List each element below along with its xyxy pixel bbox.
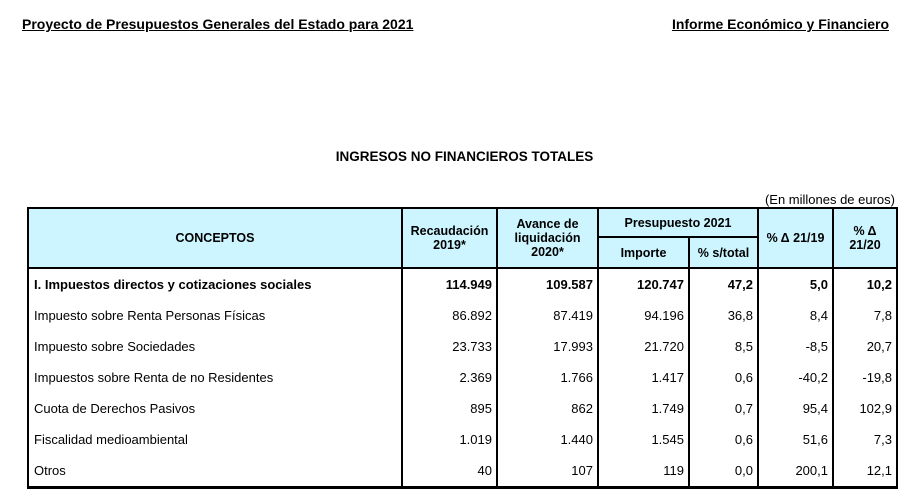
avance-cell: 87.419	[496, 300, 599, 331]
table-row: Fiscalidad medioambiental 1.019 1.440 1.545…	[27, 424, 898, 455]
col-presupuesto: Presupuesto 2021	[597, 207, 759, 238]
delta-21-20-cell: 12,1	[832, 455, 898, 489]
pct-total-cell: 8,5	[688, 331, 759, 362]
avance-cell: 107	[496, 455, 599, 489]
col-delta-21-20: % Δ 21/20	[832, 207, 898, 269]
delta-21-19-cell: 95,4	[757, 393, 834, 424]
table-row: I. Impuestos directos y cotizaciones soc…	[27, 268, 898, 300]
table-row: Impuestos sobre Renta de no Residentes 2.…	[27, 362, 898, 393]
unit-note: (En millones de euros)	[764, 192, 895, 207]
avance-cell: 17.993	[496, 331, 599, 362]
concept-cell: Impuestos sobre Renta de no Residentes	[27, 362, 403, 393]
recaudacion-cell: 86.892	[401, 300, 498, 331]
importe-cell: 120.747	[597, 268, 690, 300]
concept-cell: Impuesto sobre Sociedades	[27, 331, 403, 362]
recaudacion-cell: 2.369	[401, 362, 498, 393]
col-avance: Avance de liquidación 2020*	[496, 207, 599, 269]
recaudacion-cell: 114.949	[401, 268, 498, 300]
table-row: Impuesto sobre Renta Personas Físicas 86.…	[27, 300, 898, 331]
delta-21-20-cell: 20,7	[832, 331, 898, 362]
col-conceptos: CONCEPTOS	[27, 207, 403, 269]
revenue-table: CONCEPTOS Recaudación 2019* Avance de li…	[27, 207, 898, 489]
table-row: Otros 40 107 119 0,0 200,1 12,1	[27, 455, 898, 489]
delta-21-20-cell: 10,2	[832, 268, 898, 300]
pct-total-cell: 0,6	[688, 424, 759, 455]
avance-cell: 862	[496, 393, 599, 424]
delta-21-19-cell: 8,4	[757, 300, 834, 331]
delta-21-19-cell: 51,6	[757, 424, 834, 455]
table-row: Cuota de Derechos Pasivos 895 862 1.749 0,7 9…	[27, 393, 898, 424]
delta-21-19-cell: 200,1	[757, 455, 834, 489]
recaudacion-cell: 23.733	[401, 331, 498, 362]
delta-21-20-cell: 7,8	[832, 300, 898, 331]
avance-cell: 109.587	[496, 268, 599, 300]
concept-cell: Fiscalidad medioambiental	[27, 424, 403, 455]
delta-21-19-cell: -8,5	[757, 331, 834, 362]
importe-cell: 1.417	[597, 362, 690, 393]
avance-cell: 1.766	[496, 362, 599, 393]
pct-total-cell: 47,2	[688, 268, 759, 300]
table-title: INGRESOS NO FINANCIEROS TOTALES	[335, 149, 594, 164]
pct-total-cell: 36,8	[688, 300, 759, 331]
recaudacion-cell: 40	[401, 455, 498, 489]
avance-cell: 1.440	[496, 424, 599, 455]
col-delta-21-19: % Δ 21/19	[757, 207, 834, 269]
importe-cell: 94.196	[597, 300, 690, 331]
importe-cell: 1.545	[597, 424, 690, 455]
pct-total-cell: 0,0	[688, 455, 759, 489]
delta-21-19-cell: 5,0	[757, 268, 834, 300]
importe-cell: 119	[597, 455, 690, 489]
importe-cell: 1.749	[597, 393, 690, 424]
col-importe: Importe	[597, 236, 690, 269]
concept-cell: Cuota de Derechos Pasivos	[27, 393, 403, 424]
pct-total-cell: 0,7	[688, 393, 759, 424]
document-header-right: Informe Económico y Financiero	[671, 16, 889, 32]
pct-total-cell: 0,6	[688, 362, 759, 393]
concept-cell: Otros	[27, 455, 403, 489]
table-row: Impuesto sobre Sociedades 23.733 17.993 21.…	[27, 331, 898, 362]
col-pct-total: % s/total	[688, 236, 759, 269]
delta-21-20-cell: 7,3	[832, 424, 898, 455]
recaudacion-cell: 1.019	[401, 424, 498, 455]
importe-cell: 21.720	[597, 331, 690, 362]
delta-21-20-cell: 102,9	[832, 393, 898, 424]
concept-cell: I. Impuestos directos y cotizaciones soc…	[27, 268, 403, 300]
concept-cell: Impuesto sobre Renta Personas Físicas	[27, 300, 403, 331]
recaudacion-cell: 895	[401, 393, 498, 424]
col-recaudacion: Recaudación 2019*	[401, 207, 498, 269]
delta-21-20-cell: -19,8	[832, 362, 898, 393]
delta-21-19-cell: -40,2	[757, 362, 834, 393]
document-header-left: Proyecto de Presupuestos Generales del E…	[22, 16, 414, 32]
